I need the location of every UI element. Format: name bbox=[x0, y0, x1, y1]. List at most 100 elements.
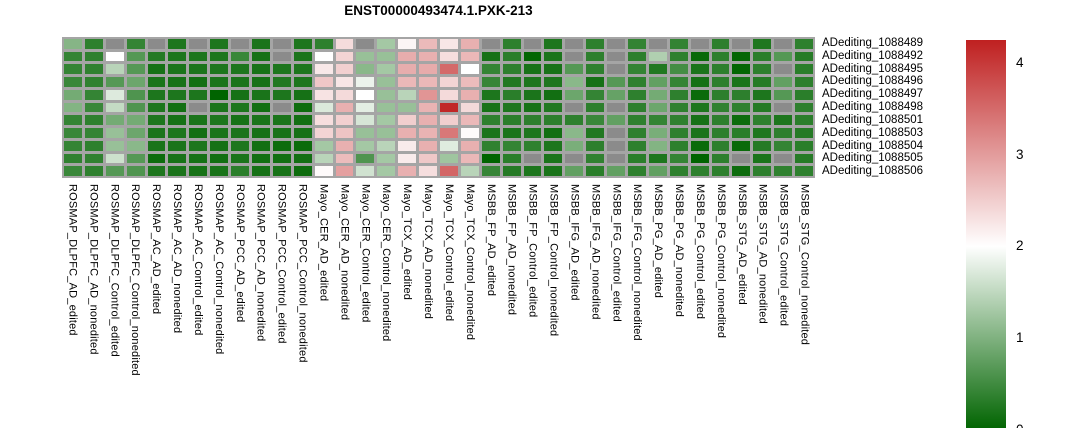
heatmap-cell bbox=[586, 89, 605, 100]
heatmap-cell bbox=[356, 64, 375, 75]
heatmap-cell bbox=[272, 64, 291, 75]
heatmap-cell bbox=[398, 115, 417, 126]
heatmap-cell bbox=[502, 166, 521, 176]
heatmap-cell bbox=[377, 128, 396, 138]
heatmap-cell bbox=[565, 153, 584, 164]
heatmap-cell bbox=[168, 64, 187, 75]
heatmap-cell bbox=[84, 102, 103, 113]
column-label: ROSMAP_DLPFC_AD_edited bbox=[66, 184, 79, 336]
heatmap-cell bbox=[628, 89, 646, 100]
heatmap-cell bbox=[544, 51, 563, 62]
heatmap-cell bbox=[586, 64, 605, 75]
heatmap-cell bbox=[460, 115, 479, 126]
heatmap-cell bbox=[126, 102, 145, 113]
heatmap-cell bbox=[126, 77, 145, 87]
heatmap-cell bbox=[628, 140, 646, 151]
heatmap-cell bbox=[669, 89, 688, 100]
heatmap-cell bbox=[210, 51, 229, 62]
column-label: Mayo_CER_Control_edited bbox=[359, 184, 372, 323]
heatmap-cell bbox=[64, 140, 82, 151]
heatmap-cell bbox=[732, 39, 751, 49]
heatmap-cell bbox=[711, 64, 730, 75]
heatmap-cell bbox=[440, 64, 458, 75]
heatmap-cell bbox=[147, 166, 166, 176]
heatmap-cell bbox=[586, 102, 605, 113]
heatmap-cell bbox=[419, 128, 437, 138]
column-label: ROSMAP_AC_AD_nonedited bbox=[171, 184, 184, 334]
heatmap-cell bbox=[168, 115, 187, 126]
heatmap-cell bbox=[544, 128, 563, 138]
heatmap-cell bbox=[753, 77, 772, 87]
heatmap-cell bbox=[231, 115, 249, 126]
heatmap-cell bbox=[440, 51, 458, 62]
column-label-slot: MSBB_STG_Control_nonedited bbox=[794, 184, 815, 428]
heatmap-cell bbox=[753, 102, 772, 113]
heatmap-cell bbox=[398, 166, 417, 176]
heatmap-cell bbox=[293, 153, 312, 164]
heatmap-cell bbox=[252, 166, 270, 176]
heatmap-cell bbox=[189, 140, 208, 151]
row-label: ADediting_1088505 bbox=[822, 152, 924, 165]
heatmap-cell bbox=[440, 140, 458, 151]
heatmap-cell bbox=[168, 89, 187, 100]
heatmap-cell bbox=[774, 51, 793, 62]
column-label-slot: Mayo_TCX_Control_nonedited bbox=[459, 184, 480, 428]
heatmap-cell bbox=[774, 39, 793, 49]
heatmap-cell bbox=[544, 39, 563, 49]
heatmap-cell bbox=[523, 51, 542, 62]
heatmap-cell bbox=[690, 166, 709, 176]
column-label: Mayo_CER_Control_nonedited bbox=[380, 184, 393, 342]
heatmap-cell bbox=[586, 128, 605, 138]
column-label: MSBB_STG_Control_nonedited bbox=[798, 184, 811, 346]
heatmap-cell bbox=[523, 102, 542, 113]
heatmap-cell bbox=[586, 166, 605, 176]
column-label-slot: Mayo_TCX_Control_edited bbox=[439, 184, 460, 428]
heatmap-cell bbox=[189, 128, 208, 138]
heatmap-cell bbox=[189, 166, 208, 176]
heatmap-cell bbox=[189, 77, 208, 87]
heatmap-cell bbox=[711, 51, 730, 62]
heatmap-cell bbox=[398, 77, 417, 87]
heatmap-cell bbox=[753, 128, 772, 138]
heatmap-cell bbox=[231, 89, 249, 100]
heatmap-cell bbox=[502, 77, 521, 87]
heatmap-cell bbox=[711, 89, 730, 100]
heatmap-cell bbox=[84, 89, 103, 100]
heatmap-cell bbox=[105, 153, 124, 164]
heatmap-cell bbox=[293, 39, 312, 49]
heatmap-cell bbox=[147, 64, 166, 75]
heatmap-cell bbox=[481, 77, 500, 87]
heatmap-cell bbox=[711, 77, 730, 87]
column-label: ROSMAP_DLPFC_AD_nonedited bbox=[87, 184, 100, 355]
column-label-slot: Mayo_CER_Control_nonedited bbox=[376, 184, 397, 428]
heatmap-cell bbox=[523, 128, 542, 138]
heatmap-cell bbox=[84, 39, 103, 49]
heatmap-cell bbox=[64, 64, 82, 75]
heatmap-cell bbox=[231, 102, 249, 113]
row-labels: ADediting_1088489 ADediting_1088492 ADedit… bbox=[822, 37, 923, 178]
chart-title: ENST00000493474.1.PXK-213 bbox=[344, 3, 533, 18]
heatmap-cell bbox=[231, 39, 249, 49]
heatmap-cell bbox=[147, 128, 166, 138]
heatmap-cell bbox=[774, 77, 793, 87]
heatmap-cell bbox=[795, 102, 813, 113]
row-label: ADediting_1088497 bbox=[822, 88, 924, 101]
heatmap-cell bbox=[648, 64, 667, 75]
heatmap-cell bbox=[460, 51, 479, 62]
heatmap-cell bbox=[774, 153, 793, 164]
heatmap-cell bbox=[252, 102, 270, 113]
heatmap-cell bbox=[293, 89, 312, 100]
heatmap-cell bbox=[711, 102, 730, 113]
heatmap-cell bbox=[607, 77, 625, 87]
heatmap-cell bbox=[711, 39, 730, 49]
column-label-slot: Mayo_TCX_AD_edited bbox=[397, 184, 418, 428]
heatmap-cell bbox=[377, 115, 396, 126]
heatmap-cell bbox=[252, 128, 270, 138]
heatmap-cell bbox=[314, 77, 333, 87]
column-label: MSBB_IFG_Control_nonedited bbox=[631, 184, 644, 341]
heatmap-cell bbox=[105, 39, 124, 49]
column-label-slot: MSBB_FP_Control_nonedited bbox=[543, 184, 564, 428]
heatmap-cell bbox=[565, 166, 584, 176]
column-label: MSBB_IFG_Control_edited bbox=[610, 184, 623, 322]
heatmap-cell bbox=[732, 153, 751, 164]
